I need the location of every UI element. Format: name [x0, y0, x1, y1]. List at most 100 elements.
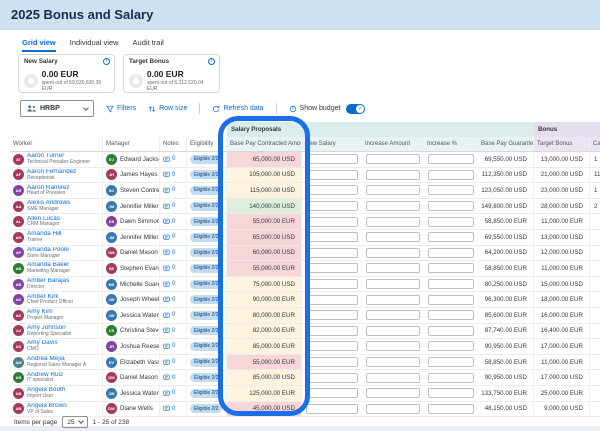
- increase-amount-input[interactable]: [366, 169, 420, 180]
- increase-amount-input[interactable]: [366, 201, 420, 212]
- new-salary-input[interactable]: [306, 263, 358, 274]
- worker-name-link[interactable]: Andrew Ruiz: [27, 371, 64, 378]
- worker-name-link[interactable]: Aaron Turner: [27, 153, 65, 160]
- increase-pct-input[interactable]: [428, 232, 474, 243]
- new-salary-input[interactable]: [306, 169, 358, 180]
- worker-name-link[interactable]: Alexis Andrews: [27, 200, 71, 207]
- worker-name-link[interactable]: Aaron Ramirez: [27, 184, 70, 191]
- notes-cell[interactable]: 0: [160, 370, 187, 385]
- worker-name-link[interactable]: Angela Booth: [27, 387, 66, 394]
- column-header-increase-pct[interactable]: Increase %: [424, 137, 478, 151]
- increase-amount-input[interactable]: [366, 232, 420, 243]
- column-header-base-pay-guaranteed[interactable]: Base Pay Guaranteed: [478, 137, 534, 151]
- increase-amount-input[interactable]: [366, 372, 420, 383]
- increase-amount-input[interactable]: [366, 294, 420, 305]
- new-salary-input[interactable]: [306, 310, 358, 321]
- increase-amount-input[interactable]: [366, 263, 420, 274]
- worker-name-link[interactable]: Amanda Baker: [27, 262, 70, 269]
- increase-amount-input[interactable]: [366, 216, 420, 227]
- increase-amount-input[interactable]: [366, 403, 420, 414]
- increase-pct-input[interactable]: [428, 201, 474, 212]
- increase-amount-input[interactable]: [366, 341, 420, 352]
- new-salary-input[interactable]: [306, 279, 358, 290]
- notes-cell[interactable]: 0: [160, 401, 187, 417]
- view-selector-dropdown[interactable]: HRBP: [20, 100, 94, 117]
- new-salary-input[interactable]: [306, 185, 358, 196]
- increase-pct-input[interactable]: [428, 403, 474, 414]
- eligibility-badge[interactable]: Eligible 2/2: [190, 232, 223, 242]
- column-header-eligibility[interactable]: Eligibility: [187, 137, 227, 151]
- notes-cell[interactable]: 0: [160, 152, 187, 167]
- increase-pct-input[interactable]: [428, 169, 474, 180]
- eligibility-badge[interactable]: Eligible 2/2: [190, 388, 223, 398]
- increase-pct-input[interactable]: [428, 247, 474, 258]
- notes-cell[interactable]: 0: [160, 214, 187, 229]
- eligibility-badge[interactable]: Eligible 2/2: [190, 295, 223, 305]
- items-per-page-select[interactable]: 25: [62, 416, 88, 428]
- worker-name-link[interactable]: Amanda Hill: [27, 231, 62, 238]
- new-salary-input[interactable]: [306, 325, 358, 336]
- column-header-base-pay-contracted[interactable]: Base Pay Contracted Amount: [227, 137, 302, 151]
- increase-amount-input[interactable]: [366, 154, 420, 165]
- worker-name-link[interactable]: Andrea Mejia: [27, 356, 65, 363]
- eligibility-badge[interactable]: Eligible 2/2: [190, 248, 223, 258]
- eligibility-badge[interactable]: Eligible 2/2: [190, 341, 223, 351]
- eligibility-badge[interactable]: Eligible 2/2: [190, 404, 223, 414]
- eligibility-badge[interactable]: Eligible 2/2: [190, 326, 223, 336]
- new-salary-input[interactable]: [306, 154, 358, 165]
- notes-cell[interactable]: 0: [160, 292, 187, 307]
- new-salary-input[interactable]: [306, 388, 358, 399]
- eligibility-badge[interactable]: Eligible 2/2: [190, 185, 223, 195]
- eligibility-badge[interactable]: Eligible 2/2: [190, 357, 223, 367]
- new-salary-input[interactable]: [306, 232, 358, 243]
- notes-cell[interactable]: 0: [160, 276, 187, 292]
- column-header-worker[interactable]: Worker: [10, 137, 103, 151]
- worker-name-link[interactable]: Amanda Poole: [27, 246, 69, 253]
- increase-pct-input[interactable]: [428, 341, 474, 352]
- eligibility-badge[interactable]: Eligible 2/2: [190, 201, 223, 211]
- notes-cell[interactable]: 0: [160, 323, 187, 339]
- increase-amount-input[interactable]: [366, 279, 420, 290]
- increase-pct-input[interactable]: [428, 372, 474, 383]
- new-salary-input[interactable]: [306, 294, 358, 305]
- increase-pct-input[interactable]: [428, 294, 474, 305]
- notes-cell[interactable]: 0: [160, 354, 187, 370]
- new-salary-input[interactable]: [306, 201, 358, 212]
- column-header-manager[interactable]: Manager: [103, 137, 160, 151]
- increase-pct-input[interactable]: [428, 216, 474, 227]
- increase-pct-input[interactable]: [428, 154, 474, 165]
- increase-pct-input[interactable]: [428, 185, 474, 196]
- new-salary-input[interactable]: [306, 216, 358, 227]
- increase-amount-input[interactable]: [366, 247, 420, 258]
- worker-name-link[interactable]: Amber Barajas: [27, 278, 70, 285]
- show-budget-toggle[interactable]: ✓: [346, 103, 366, 114]
- notes-cell[interactable]: 0: [160, 167, 187, 183]
- increase-amount-input[interactable]: [366, 185, 420, 196]
- notes-cell[interactable]: 0: [160, 183, 187, 198]
- worker-name-link[interactable]: Aaron Fernandez: [27, 168, 77, 175]
- eligibility-badge[interactable]: Eligible 2/2: [190, 217, 223, 227]
- column-header-new-salary[interactable]: New Salary: [302, 137, 362, 151]
- tab-grid-view[interactable]: Grid view: [22, 38, 56, 52]
- increase-pct-input[interactable]: [428, 310, 474, 321]
- eligibility-badge[interactable]: Eligible 2/2: [190, 310, 223, 320]
- worker-name-link[interactable]: Angela Brown: [27, 402, 67, 409]
- eligibility-badge[interactable]: Eligible 2/2: [190, 170, 223, 180]
- worker-name-link[interactable]: Amy Kim: [27, 309, 53, 316]
- worker-name-link[interactable]: Amber Kirk: [27, 293, 59, 300]
- column-header-notes[interactable]: Notes: [160, 137, 187, 151]
- increase-pct-input[interactable]: [428, 388, 474, 399]
- row-size-button[interactable]: Row size: [148, 105, 187, 113]
- notes-cell[interactable]: 0: [160, 198, 187, 214]
- column-header-target-bonus[interactable]: Target Bonus: [534, 137, 590, 151]
- tab-individual-view[interactable]: Individual view: [69, 38, 119, 47]
- info-icon[interactable]: i: [103, 58, 110, 65]
- info-icon[interactable]: i: [208, 58, 215, 65]
- eligibility-badge[interactable]: Eligible 2/2: [190, 154, 223, 164]
- new-salary-input[interactable]: [306, 403, 358, 414]
- worker-name-link[interactable]: Amy Johnson: [27, 324, 66, 331]
- refresh-data-button[interactable]: Refresh data: [212, 105, 264, 113]
- worker-name-link[interactable]: Amy Davis: [27, 340, 58, 347]
- notes-cell[interactable]: 0: [160, 307, 187, 323]
- increase-pct-input[interactable]: [428, 263, 474, 274]
